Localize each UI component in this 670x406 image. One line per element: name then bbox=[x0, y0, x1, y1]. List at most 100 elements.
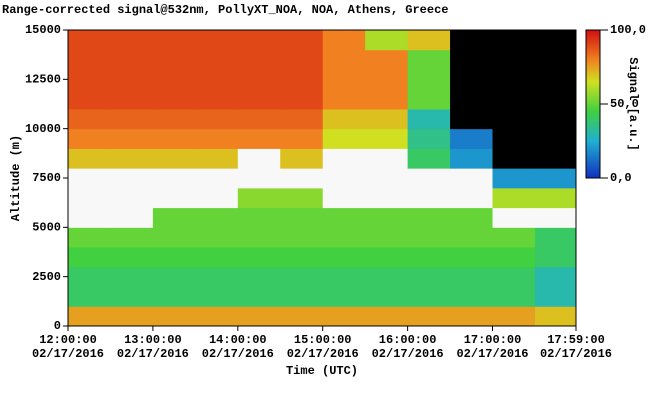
colorbar-step bbox=[586, 54, 600, 57]
heat-cell bbox=[237, 69, 281, 90]
heat-cell bbox=[534, 187, 576, 209]
heat-cell bbox=[450, 49, 494, 70]
heat-cell bbox=[450, 148, 494, 169]
heat-cell bbox=[280, 266, 324, 288]
chart-title: Range-corrected signal@532nm, PollyXT_NO… bbox=[2, 3, 448, 17]
heat-cell bbox=[68, 89, 111, 110]
colorbar-step bbox=[586, 90, 600, 93]
heat-cell bbox=[280, 187, 324, 209]
heat-cell bbox=[492, 247, 536, 268]
heat-cell bbox=[450, 89, 494, 110]
heat-cell bbox=[280, 49, 324, 70]
heat-cell bbox=[68, 207, 111, 228]
heat-cell bbox=[407, 108, 451, 130]
heat-cell bbox=[110, 286, 154, 307]
colorbar-step bbox=[586, 140, 600, 143]
heat-cell bbox=[68, 49, 111, 70]
heat-cell bbox=[110, 108, 154, 130]
heat-cell bbox=[195, 227, 239, 248]
y-axis-label: Altitude (m) bbox=[9, 135, 23, 221]
heat-cell bbox=[407, 266, 451, 288]
heat-cell bbox=[492, 69, 536, 90]
heat-cell bbox=[68, 128, 111, 149]
heat-cell bbox=[110, 227, 154, 248]
heat-cell bbox=[110, 30, 154, 51]
colorbar-step bbox=[586, 154, 600, 157]
heat-cell bbox=[365, 30, 409, 51]
heat-cell bbox=[365, 187, 409, 209]
colorbar-step bbox=[586, 38, 600, 41]
heat-cell bbox=[68, 227, 111, 248]
heat-cell bbox=[365, 148, 409, 169]
colorbar-step bbox=[586, 70, 600, 73]
heat-cell bbox=[407, 49, 451, 70]
heat-cell bbox=[68, 306, 111, 326]
colorbar-step bbox=[586, 50, 600, 53]
heat-cell bbox=[195, 89, 239, 110]
heat-cell bbox=[534, 49, 576, 70]
colorbar-step bbox=[586, 106, 600, 109]
heat-cell bbox=[322, 108, 366, 130]
heat-cell bbox=[237, 247, 281, 268]
colorbar-step bbox=[586, 124, 600, 127]
heat-cell bbox=[407, 148, 451, 169]
heat-cell bbox=[68, 108, 111, 130]
heat-cell bbox=[280, 168, 324, 189]
heat-cell bbox=[195, 108, 239, 130]
heat-cell bbox=[492, 207, 536, 228]
colorbar-step bbox=[586, 144, 600, 147]
heat-cell bbox=[195, 128, 239, 149]
colorbar-step bbox=[586, 128, 600, 131]
heat-cell bbox=[492, 187, 536, 209]
heatmap bbox=[68, 30, 576, 326]
heat-cell bbox=[110, 207, 154, 228]
heat-cell bbox=[152, 187, 196, 209]
heat-cell bbox=[365, 69, 409, 90]
heat-cell bbox=[322, 306, 366, 326]
colorbar-tick-label: 100,0 bbox=[610, 23, 646, 37]
heat-cell bbox=[407, 227, 451, 248]
colorbar-step bbox=[586, 100, 600, 103]
heat-cell bbox=[237, 286, 281, 307]
y-tick-label: 10000 bbox=[25, 122, 61, 136]
colorbar-step bbox=[586, 166, 600, 169]
heat-cell bbox=[280, 286, 324, 307]
heat-cell bbox=[492, 89, 536, 110]
colorbar-step bbox=[586, 52, 600, 55]
heat-cell bbox=[152, 89, 196, 110]
colorbar-step bbox=[586, 108, 600, 111]
colorbar-step bbox=[586, 126, 600, 129]
heat-cell bbox=[407, 30, 451, 51]
heat-cell bbox=[492, 30, 536, 51]
colorbar-step bbox=[586, 138, 600, 141]
heat-cell bbox=[322, 168, 366, 189]
colorbar-step bbox=[586, 40, 600, 43]
heat-cell bbox=[195, 148, 239, 169]
heat-cell bbox=[237, 30, 281, 51]
heat-cell bbox=[407, 187, 451, 209]
heat-cell bbox=[534, 247, 576, 268]
colorbar-step bbox=[586, 98, 600, 101]
heat-cell bbox=[68, 247, 111, 268]
heat-cell bbox=[110, 306, 154, 326]
x-tick-label: 12:00:00 02/17/2016 bbox=[31, 333, 104, 361]
heat-cell bbox=[280, 306, 324, 326]
heat-cell bbox=[237, 148, 281, 169]
heat-cell bbox=[237, 306, 281, 326]
heat-cell bbox=[322, 286, 366, 307]
heat-cell bbox=[195, 187, 239, 209]
heat-cell bbox=[534, 286, 576, 307]
colorbar-step bbox=[586, 84, 600, 87]
y-tick-label: 0 bbox=[54, 319, 61, 333]
heat-cell bbox=[280, 89, 324, 110]
heat-cell bbox=[534, 128, 576, 149]
colorbar-step bbox=[586, 48, 600, 51]
heat-cell bbox=[365, 128, 409, 149]
heat-cell bbox=[450, 227, 494, 248]
heat-cell bbox=[322, 69, 366, 90]
heat-cell bbox=[407, 306, 451, 326]
colorbar-step bbox=[586, 34, 600, 37]
x-tick-label: 14:00:00 02/17/2016 bbox=[201, 333, 274, 361]
heat-cell bbox=[492, 227, 536, 248]
